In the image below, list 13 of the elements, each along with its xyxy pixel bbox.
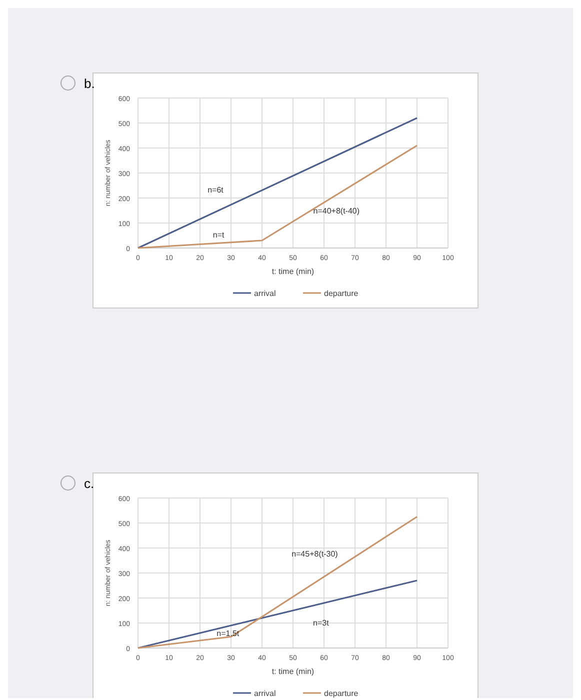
chart-title: b. [84,76,95,91]
legend-label: departure [324,289,359,298]
x-axis-title: t: time (min) [272,667,314,676]
legend-label: departure [324,689,359,698]
x-axis-title: t: time (min) [272,267,314,276]
annotation: n=3t [313,618,330,628]
legend-label: arrival [254,289,276,298]
annotation: n=40+8(t-40) [313,206,360,216]
annotation: n=45+8(t-30) [292,550,338,558]
annotation: n=6t [208,186,224,194]
legend-label: arrival [254,689,276,698]
chart-title: c. [84,476,94,491]
annotation: n=t [212,230,226,240]
